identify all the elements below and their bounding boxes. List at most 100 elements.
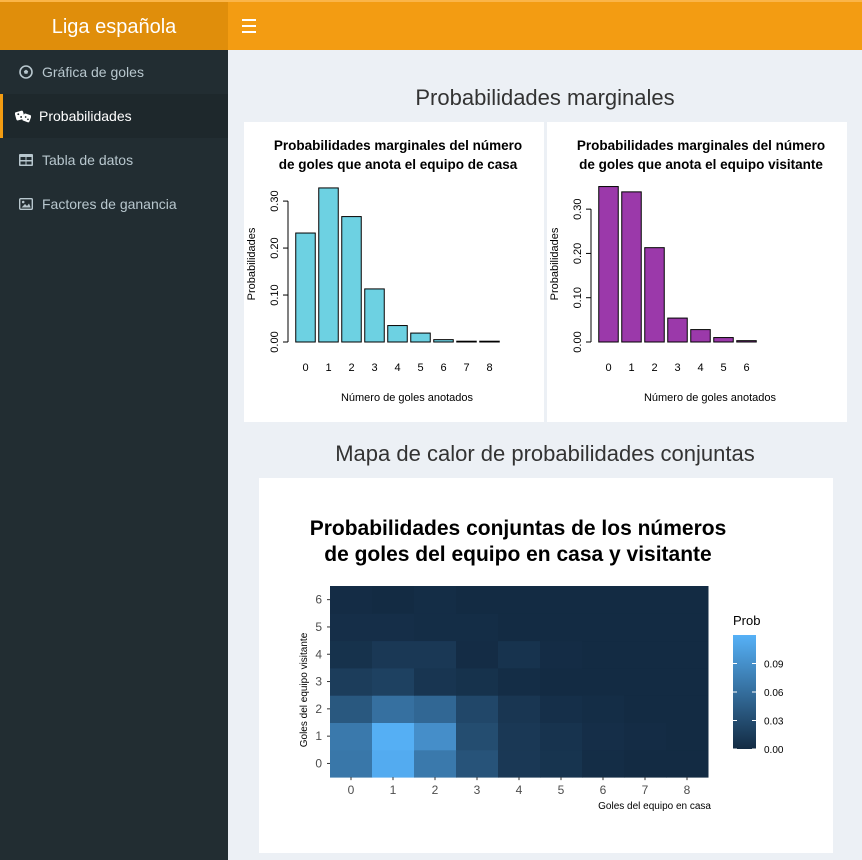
heatmap-cell <box>582 586 625 614</box>
legend-tick-label: 0.06 <box>764 688 784 699</box>
marginal-away-chart: Probabilidades marginales del número de g… <box>549 138 825 404</box>
heatmap-cell <box>456 667 499 696</box>
chart-title-line: Probabilidades marginales del número <box>274 138 522 153</box>
y-tick-label: 5 <box>315 620 322 634</box>
x-tick-label: 0 <box>302 362 308 374</box>
legend-tick-label: 0.00 <box>764 745 784 756</box>
heatmap-cell <box>372 695 415 723</box>
heatmap-cell <box>666 667 709 696</box>
sidebar: Gráfica de goles Probabilidades Tabla de… <box>0 50 228 860</box>
heatmap-cell <box>498 722 541 751</box>
heatmap-cell <box>372 586 415 614</box>
heatmap-cell <box>540 749 583 778</box>
sidebar-item-factores-de-ganancia[interactable]: Factores de ganancia <box>0 182 228 226</box>
heatmap-cell <box>330 749 373 778</box>
brand-title[interactable]: Liga española <box>0 2 228 52</box>
table-icon <box>18 152 34 168</box>
x-tick-label: 3 <box>674 362 680 374</box>
x-tick-label: 2 <box>348 362 354 374</box>
x-tick-label: 5 <box>720 362 726 374</box>
heatmap-cell <box>666 722 709 751</box>
heatmap-cell <box>582 749 625 778</box>
joint-heatmap-chart: Probabilidades conjuntas de los números d… <box>299 517 784 812</box>
sidebar-toggle-button[interactable] <box>242 19 256 33</box>
heatmap-cell <box>372 667 415 696</box>
x-tick-label: 0 <box>605 362 611 374</box>
heatmap-cell <box>624 586 667 614</box>
sidebar-item-label: Probabilidades <box>39 108 132 124</box>
heatmap-cell <box>498 613 541 642</box>
heatmap-cell <box>414 640 457 669</box>
bar <box>598 186 619 343</box>
heatmap-cell <box>456 613 499 642</box>
sidebar-item-label: Gráfica de goles <box>42 64 144 80</box>
bar <box>387 325 408 343</box>
y-axis-label: Probabilidades <box>246 227 258 300</box>
y-tick-label: 0.00 <box>572 331 584 352</box>
y-tick-label: 0.20 <box>269 237 281 258</box>
x-tick-label: 3 <box>474 783 481 797</box>
x-tick-label: 6 <box>743 362 749 374</box>
heatmap-cell <box>582 613 625 642</box>
heatmap-cell <box>456 722 499 751</box>
y-tick-label: 0.20 <box>572 243 584 264</box>
y-tick-label: 2 <box>315 702 322 716</box>
sidebar-item-tabla-de-datos[interactable]: Tabla de datos <box>0 138 228 182</box>
section-title-heatmap: Mapa de calor de probabilidades conjunta… <box>335 441 755 466</box>
heatmap-cell <box>456 695 499 723</box>
sidebar-item-grafica-de-goles[interactable]: Gráfica de goles <box>0 50 228 94</box>
bar <box>410 332 431 343</box>
bar <box>364 288 385 343</box>
x-tick-label: 1 <box>628 362 634 374</box>
heatmap-cell <box>372 613 415 642</box>
bar <box>690 329 711 343</box>
heatmap-cell <box>582 722 625 751</box>
sidebar-item-probabilidades[interactable]: Probabilidades <box>0 94 228 138</box>
heatmap-cell <box>414 613 457 642</box>
dice-icon <box>15 108 31 124</box>
x-tick-label: 6 <box>440 362 446 374</box>
bar <box>433 339 454 343</box>
section-title-marginales: Probabilidades marginales <box>415 85 675 110</box>
heatmap-cell <box>330 613 373 642</box>
image-icon <box>18 196 34 212</box>
heatmap-cell <box>582 640 625 669</box>
legend-title: Prob <box>733 613 760 628</box>
heatmap-cell <box>666 613 709 642</box>
heatmap-cell <box>540 722 583 751</box>
y-tick-label: 0.10 <box>572 287 584 308</box>
y-tick-label: 6 <box>315 593 322 607</box>
heatmap-cell <box>666 695 709 723</box>
heatmap-cell <box>582 667 625 696</box>
y-tick-label: 0.30 <box>572 198 584 219</box>
legend-tick-label: 0.09 <box>764 660 784 671</box>
heatmap-cell <box>372 722 415 751</box>
x-axis-label: Número de goles anotados <box>341 392 474 404</box>
x-tick-label: 3 <box>371 362 377 374</box>
bar <box>667 317 688 343</box>
bar <box>295 232 316 343</box>
heatmap-cell <box>540 613 583 642</box>
plot-box-home: Probabilidades marginales del número de g… <box>244 122 544 422</box>
y-axis-label: Probabilidades <box>549 227 561 300</box>
x-tick-label: 2 <box>651 362 657 374</box>
x-tick-label: 8 <box>486 362 492 374</box>
heatmap-cell <box>414 695 457 723</box>
x-tick-label: 8 <box>684 783 691 797</box>
heatmap-cell <box>456 586 499 614</box>
sidebar-item-label: Factores de ganancia <box>42 196 177 212</box>
heatmap-cell <box>414 722 457 751</box>
heatmap-cell <box>582 695 625 723</box>
heatmap-cell <box>330 667 373 696</box>
x-tick-label: 2 <box>432 783 439 797</box>
chart-title-line: de goles del equipo en casa y visitante <box>324 543 711 566</box>
heatmap-cell <box>540 695 583 723</box>
plot-box-heatmap: Probabilidades conjuntas de los números d… <box>259 478 833 853</box>
x-axis-label: Número de goles anotados <box>644 392 777 404</box>
y-tick-label: 1 <box>315 729 322 743</box>
bar <box>713 337 734 343</box>
x-tick-label: 6 <box>600 783 607 797</box>
legend-colorbar <box>733 635 756 749</box>
heatmap-cell <box>624 749 667 778</box>
x-tick-label: 4 <box>516 783 523 797</box>
